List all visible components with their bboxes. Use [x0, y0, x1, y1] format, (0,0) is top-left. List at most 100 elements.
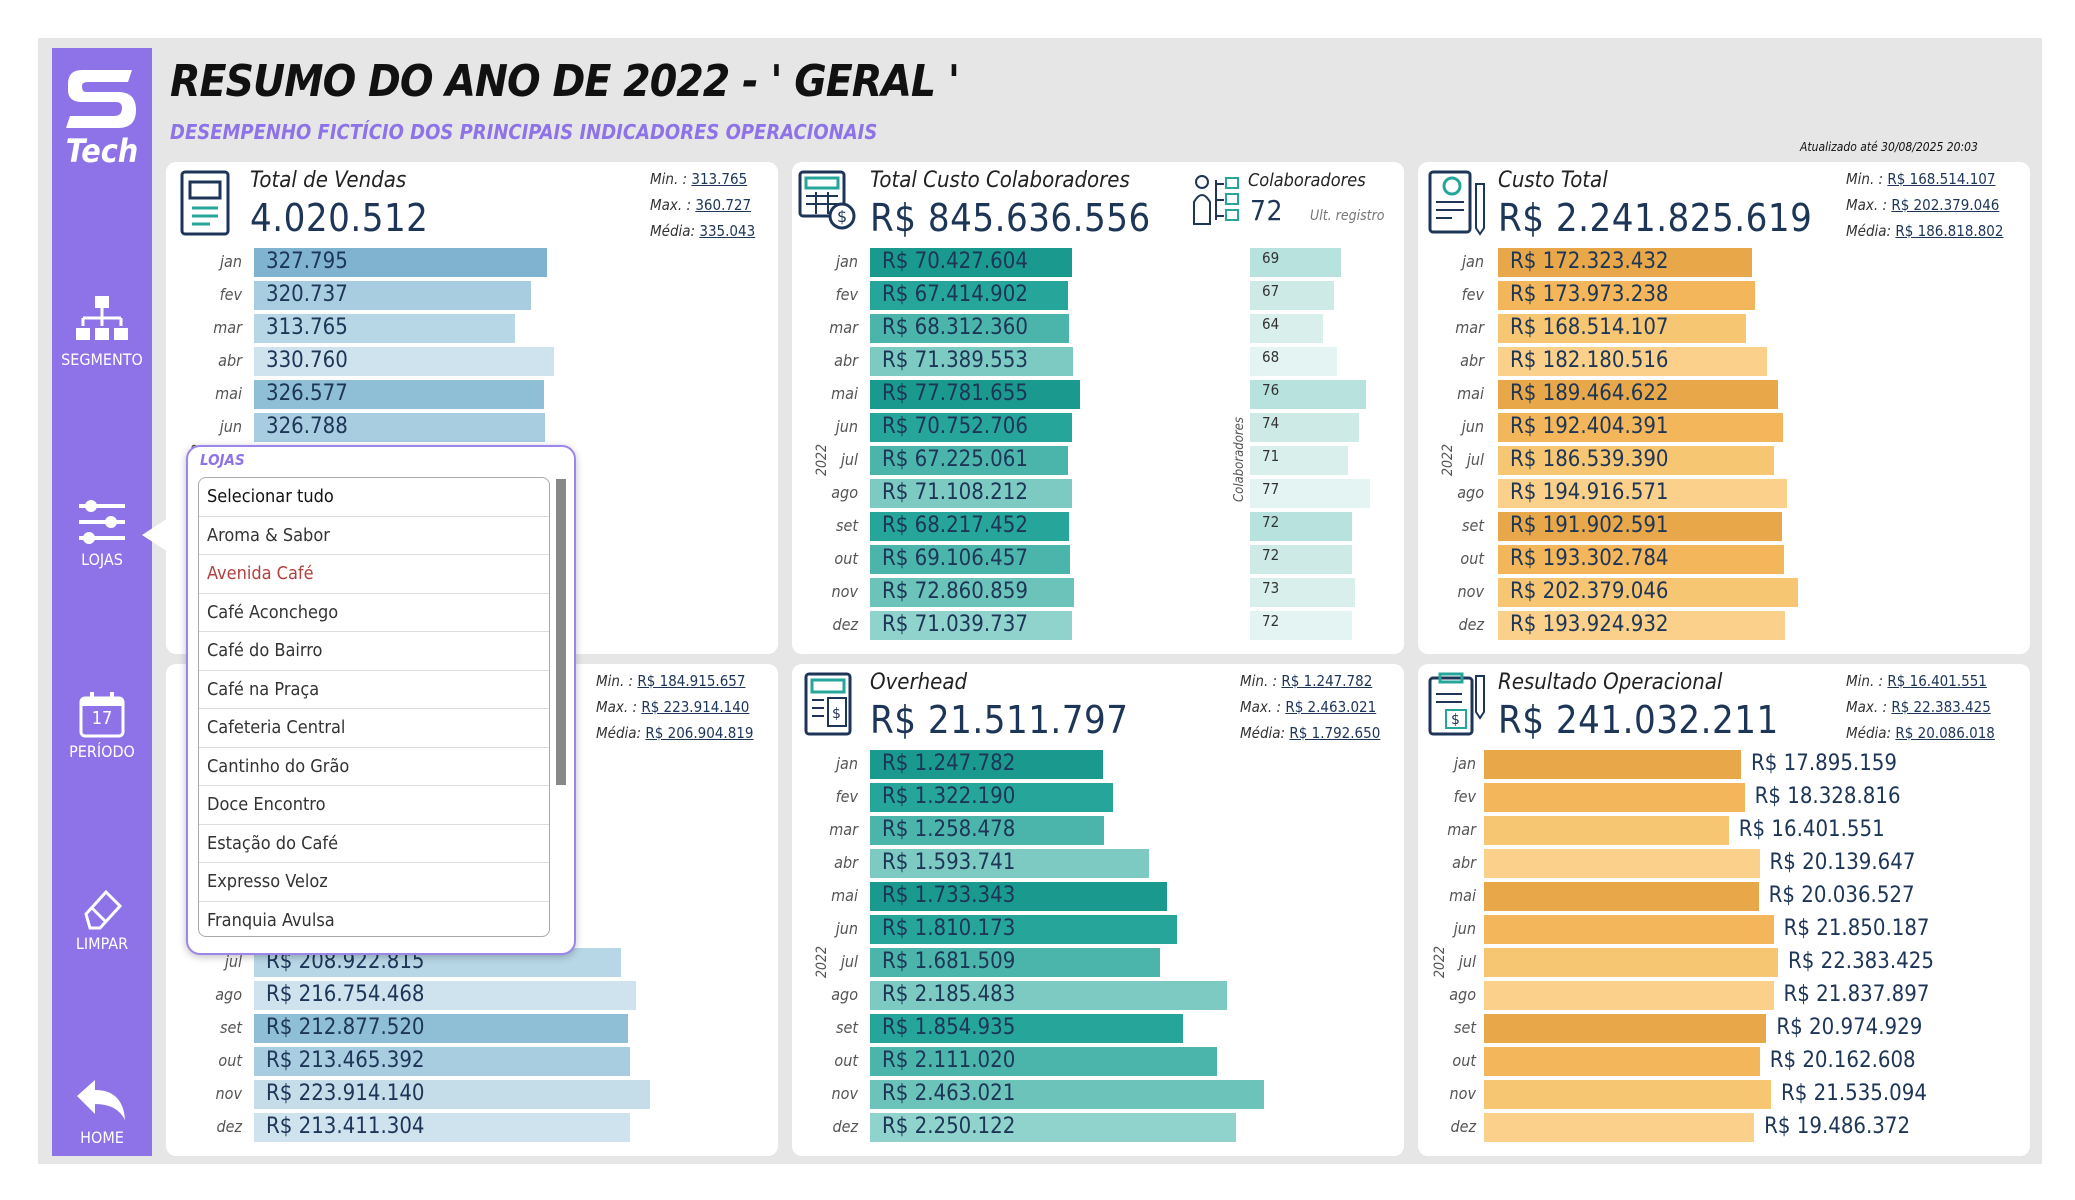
bar-ago[interactable] [870, 981, 1228, 1010]
bar-abr[interactable] [870, 347, 1073, 376]
bar-fev[interactable] [254, 281, 532, 310]
max-value[interactable]: R$ 223.914.140 [641, 698, 750, 716]
max-value[interactable]: 360.727 [695, 196, 752, 214]
nav-segmento[interactable]: SEGMENTO [52, 294, 152, 369]
bar-jan[interactable] [870, 248, 1072, 277]
list-scrollbar[interactable] [556, 479, 566, 785]
clear-button[interactable]: LIMPAR [52, 886, 152, 953]
bar-mar[interactable] [1498, 314, 1747, 343]
bar-ago[interactable] [254, 981, 637, 1010]
bar-abr[interactable] [1484, 849, 1760, 878]
nav-lojas[interactable]: LOJAS [52, 498, 152, 569]
bar-nov[interactable] [1484, 1080, 1772, 1109]
bar-ago[interactable] [870, 479, 1073, 508]
bar-jul[interactable] [870, 948, 1161, 977]
media-value[interactable]: 335.043 [699, 222, 756, 240]
max-value[interactable]: R$ 22.383.425 [1891, 698, 1991, 716]
bar-mai[interactable] [1484, 882, 1759, 911]
bar-jun[interactable] [254, 413, 545, 442]
bar-out[interactable] [870, 545, 1071, 574]
bar-jan[interactable] [254, 248, 548, 277]
list-item[interactable]: Café do Bairro [199, 632, 549, 671]
nav-periodo[interactable]: 17 PERÍODO [52, 692, 152, 761]
bar-fev[interactable] [1250, 281, 1334, 310]
media-value[interactable]: R$ 1.792.650 [1289, 724, 1381, 742]
home-button[interactable]: HOME [52, 1078, 152, 1147]
bar-nov[interactable] [1498, 578, 1798, 607]
bar-fev[interactable] [1484, 783, 1745, 812]
list-item[interactable]: Estação do Café [199, 825, 549, 863]
bar-jun[interactable] [870, 915, 1178, 944]
bar-fev[interactable] [870, 281, 1069, 310]
bar-ago[interactable] [1498, 479, 1787, 508]
bar-ago[interactable] [1250, 479, 1370, 508]
bar-fev[interactable] [1498, 281, 1755, 310]
bar-dez[interactable] [1498, 611, 1786, 640]
bar-jun[interactable] [870, 413, 1073, 442]
max-value[interactable]: R$ 202.379.046 [1891, 196, 2000, 214]
media-value[interactable]: R$ 206.904.819 [645, 724, 754, 742]
list-item[interactable]: Avenida Café [199, 555, 549, 594]
bar-jul[interactable] [870, 446, 1069, 475]
min-value[interactable]: 313.765 [691, 170, 748, 188]
bar-dez[interactable] [1484, 1113, 1755, 1142]
list-item[interactable]: Selecionar tudo [199, 478, 549, 517]
bar-set[interactable] [254, 1014, 629, 1043]
bar-mar[interactable] [1250, 314, 1323, 343]
bar-jan[interactable] [1484, 750, 1742, 779]
bar-jul[interactable] [1250, 446, 1349, 475]
bar-jun[interactable] [1250, 413, 1360, 442]
bar-mai[interactable] [1250, 380, 1367, 409]
bar-nov[interactable] [870, 578, 1075, 607]
bar-mai[interactable] [870, 380, 1080, 409]
bar-dez[interactable] [870, 611, 1073, 640]
bar-abr[interactable] [1498, 347, 1768, 376]
bar-set[interactable] [870, 512, 1070, 541]
bar-mai[interactable] [870, 882, 1168, 911]
min-value[interactable]: R$ 1.247.782 [1281, 672, 1373, 690]
bar-mai[interactable] [1498, 380, 1779, 409]
min-value[interactable]: R$ 184.915.657 [637, 672, 746, 690]
bar-jul[interactable] [1498, 446, 1774, 475]
max-value[interactable]: R$ 2.463.021 [1285, 698, 1377, 716]
bar-mar[interactable] [870, 314, 1070, 343]
list-item[interactable]: Café Aconchego [199, 594, 549, 632]
bar-dez[interactable] [254, 1113, 630, 1142]
bar-fev[interactable] [870, 783, 1113, 812]
bar-mar[interactable] [254, 314, 516, 343]
bar-jan[interactable] [1498, 248, 1753, 277]
list-item[interactable]: Aroma & Sabor [199, 517, 549, 555]
media-value[interactable]: R$ 20.086.018 [1895, 724, 1995, 742]
bar-out[interactable] [1498, 545, 1785, 574]
bar-nov[interactable] [1250, 578, 1356, 607]
min-value[interactable]: R$ 168.514.107 [1887, 170, 1996, 188]
bar-set[interactable] [1250, 512, 1352, 541]
list-item[interactable]: Expresso Veloz [199, 863, 549, 902]
list-item[interactable]: Café na Praça [199, 671, 549, 709]
bar-mar[interactable] [870, 816, 1105, 845]
bar-abr[interactable] [870, 849, 1149, 878]
bar-jan[interactable] [1250, 248, 1341, 277]
bar-out[interactable] [1250, 545, 1352, 574]
bar-jan[interactable] [870, 750, 1103, 779]
bar-jun[interactable] [1498, 413, 1783, 442]
bar-ago[interactable] [1484, 981, 1774, 1010]
bar-out[interactable] [1484, 1047, 1760, 1076]
bar-mai[interactable] [254, 380, 545, 409]
bar-set[interactable] [870, 1014, 1184, 1043]
bar-abr[interactable] [1250, 347, 1338, 376]
bar-set[interactable] [1498, 512, 1782, 541]
bar-out[interactable] [870, 1047, 1218, 1076]
min-value[interactable]: R$ 16.401.551 [1887, 672, 1987, 690]
list-item[interactable]: Cafeteria Central [199, 709, 549, 748]
bar-dez[interactable] [1250, 611, 1352, 640]
bar-jun[interactable] [1484, 915, 1774, 944]
bar-abr[interactable] [254, 347, 554, 376]
list-item[interactable]: Cantinho do Grão [199, 748, 549, 786]
bar-mar[interactable] [1484, 816, 1729, 845]
list-item[interactable]: Doce Encontro [199, 786, 549, 825]
bar-nov[interactable] [254, 1080, 650, 1109]
bar-nov[interactable] [870, 1080, 1264, 1109]
bar-dez[interactable] [870, 1113, 1236, 1142]
list-item[interactable]: Franquia Avulsa [199, 902, 549, 937]
